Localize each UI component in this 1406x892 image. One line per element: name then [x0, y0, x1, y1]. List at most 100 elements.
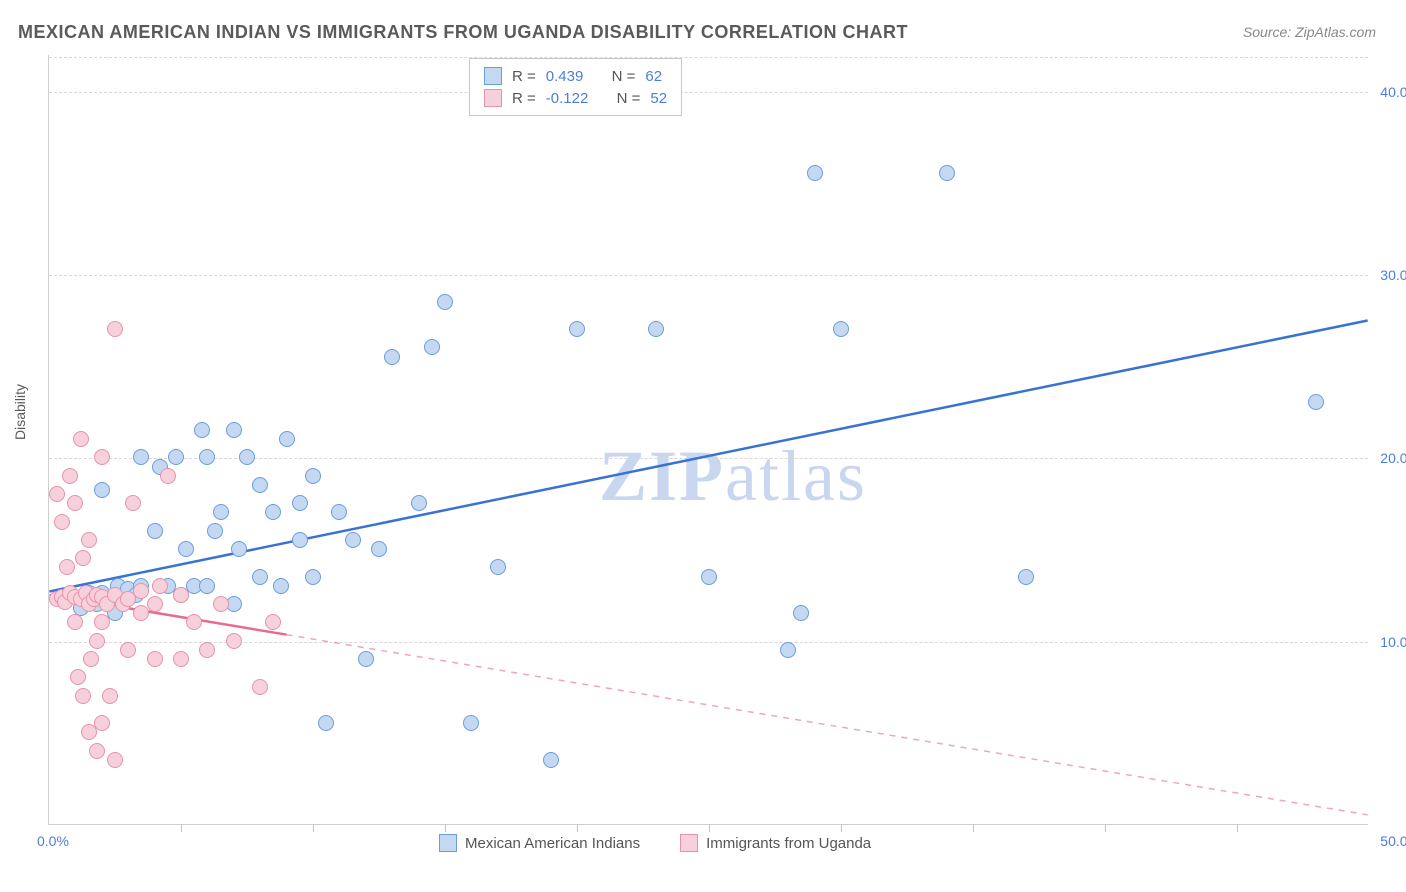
x-tick	[841, 824, 842, 832]
data-point-series-1	[199, 642, 215, 658]
watermark: ZIPatlas	[599, 435, 867, 518]
data-point-series-1	[252, 679, 268, 695]
stats-r-label: R =	[512, 90, 536, 107]
data-point-series-0	[265, 504, 281, 520]
data-point-series-0	[292, 495, 308, 511]
data-point-series-1	[147, 596, 163, 612]
data-point-series-0	[226, 422, 242, 438]
watermark-light: atlas	[725, 436, 867, 516]
data-point-series-1	[75, 688, 91, 704]
x-tick	[445, 824, 446, 832]
data-point-series-0	[252, 477, 268, 493]
data-point-series-0	[305, 569, 321, 585]
data-point-series-1	[120, 642, 136, 658]
y-tick-label: 40.0%	[1380, 84, 1406, 100]
y-tick-label: 20.0%	[1380, 450, 1406, 466]
data-point-series-0	[252, 569, 268, 585]
stats-row-series-1: R = -0.122 N = 52	[484, 87, 667, 109]
gridline	[49, 275, 1368, 276]
x-tick	[709, 824, 710, 832]
x-tick	[181, 824, 182, 832]
data-point-series-1	[94, 614, 110, 630]
data-point-series-1	[67, 495, 83, 511]
data-point-series-1	[265, 614, 281, 630]
data-point-series-0	[1308, 394, 1324, 410]
data-point-series-1	[70, 669, 86, 685]
data-point-series-1	[54, 514, 70, 530]
data-point-series-1	[152, 578, 168, 594]
data-point-series-0	[701, 569, 717, 585]
data-point-series-0	[239, 449, 255, 465]
data-point-series-1	[94, 715, 110, 731]
data-point-series-0	[463, 715, 479, 731]
x-axis-max-label: 50.0%	[1380, 833, 1406, 849]
trend-lines-svg	[49, 55, 1368, 824]
data-point-series-0	[437, 294, 453, 310]
data-point-series-0	[199, 578, 215, 594]
watermark-bold: ZIP	[599, 436, 725, 516]
data-point-series-0	[273, 578, 289, 594]
stats-n-label: N =	[617, 90, 641, 107]
x-tick	[973, 824, 974, 832]
data-point-series-0	[424, 339, 440, 355]
x-axis-origin-label: 0.0%	[37, 833, 69, 849]
data-point-series-0	[305, 468, 321, 484]
data-point-series-0	[411, 495, 427, 511]
legend-swatch-0	[439, 834, 457, 852]
stats-r-label: R =	[512, 68, 536, 85]
data-point-series-1	[173, 587, 189, 603]
data-point-series-1	[83, 651, 99, 667]
data-point-series-0	[94, 482, 110, 498]
swatch-series-0	[484, 67, 502, 85]
x-tick	[577, 824, 578, 832]
data-point-series-1	[107, 321, 123, 337]
data-point-series-1	[94, 449, 110, 465]
stats-n-label: N =	[612, 68, 636, 85]
data-point-series-0	[833, 321, 849, 337]
data-point-series-1	[81, 532, 97, 548]
y-tick-label: 30.0%	[1380, 267, 1406, 283]
stats-r-value-0: 0.439	[546, 68, 584, 85]
chart-title: MEXICAN AMERICAN INDIAN VS IMMIGRANTS FR…	[18, 22, 908, 43]
legend-swatch-1	[680, 834, 698, 852]
stats-r-value-1: -0.122	[546, 90, 589, 107]
data-point-series-0	[780, 642, 796, 658]
data-point-series-1	[49, 486, 65, 502]
legend-label-0: Mexican American Indians	[465, 835, 640, 852]
data-point-series-0	[133, 449, 149, 465]
data-point-series-1	[59, 559, 75, 575]
data-point-series-1	[147, 651, 163, 667]
legend-item-1: Immigrants from Uganda	[680, 834, 871, 852]
legend-label-1: Immigrants from Uganda	[706, 835, 871, 852]
bottom-legend: Mexican American Indians Immigrants from…	[439, 834, 871, 852]
data-point-series-0	[331, 504, 347, 520]
stats-row-series-0: R = 0.439 N = 62	[484, 65, 667, 87]
data-point-series-0	[213, 504, 229, 520]
stats-n-value-0: 62	[645, 68, 662, 85]
y-tick-label: 10.0%	[1380, 634, 1406, 650]
data-point-series-1	[133, 583, 149, 599]
data-point-series-0	[384, 349, 400, 365]
data-point-series-0	[939, 165, 955, 181]
data-point-series-0	[345, 532, 361, 548]
data-point-series-0	[807, 165, 823, 181]
data-point-series-0	[147, 523, 163, 539]
data-point-series-0	[199, 449, 215, 465]
data-point-series-1	[89, 633, 105, 649]
data-point-series-0	[178, 541, 194, 557]
gridline	[49, 92, 1368, 93]
data-point-series-1	[226, 633, 242, 649]
data-point-series-0	[648, 321, 664, 337]
data-point-series-0	[207, 523, 223, 539]
data-point-series-1	[107, 752, 123, 768]
data-point-series-0	[371, 541, 387, 557]
data-point-series-0	[569, 321, 585, 337]
data-point-series-0	[543, 752, 559, 768]
x-tick	[1105, 824, 1106, 832]
data-point-series-1	[62, 468, 78, 484]
data-point-series-1	[89, 743, 105, 759]
stats-legend: R = 0.439 N = 62 R = -0.122 N = 52	[469, 58, 682, 116]
x-tick	[1237, 824, 1238, 832]
data-point-series-0	[292, 532, 308, 548]
legend-item-0: Mexican American Indians	[439, 834, 640, 852]
